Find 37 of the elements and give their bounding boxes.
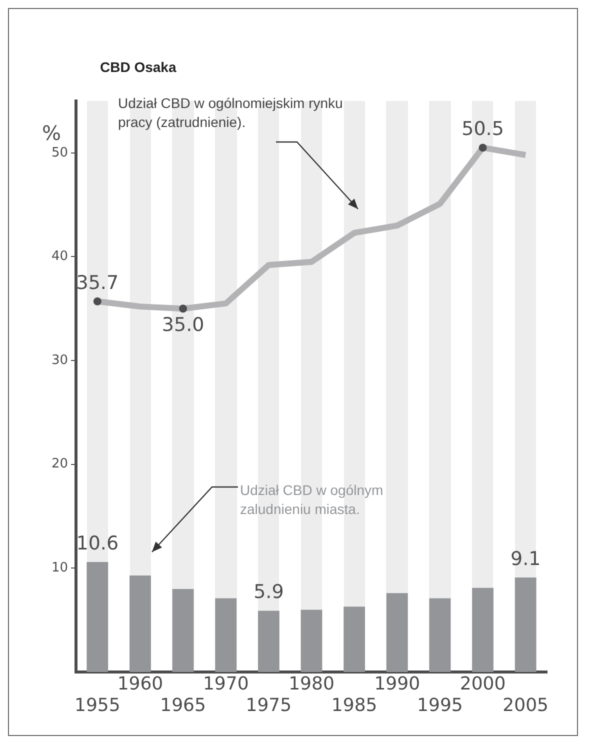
text: Udział CBD w ogólnomiejskim rynku pracy (zatrudnienie).	[118, 95, 343, 130]
x-tick-label: 1995	[417, 695, 463, 716]
bar	[300, 610, 322, 672]
data-label: 35.7	[76, 272, 119, 294]
x-tick-label: 1985	[331, 695, 378, 716]
data-label: 35.0	[162, 314, 204, 336]
y-tick-label: 10	[51, 560, 68, 576]
x-tick-label: 1990	[374, 673, 420, 694]
bar	[172, 588, 194, 672]
bar	[130, 575, 151, 672]
x-tick-label: 2005	[502, 695, 548, 716]
bar	[215, 598, 237, 672]
y-axis-title: %	[42, 121, 62, 145]
bar	[258, 610, 280, 672]
data-label: 10.6	[76, 532, 119, 554]
bar	[386, 593, 408, 672]
x-tick-label: 2000	[460, 673, 506, 694]
y-tick-label: 30	[51, 352, 68, 368]
bar	[514, 578, 536, 672]
data-label: 5.9	[254, 581, 284, 604]
x-tick-label: 1970	[202, 673, 249, 694]
data-label: 9.1	[510, 548, 541, 570]
x-tick-label: 1955	[74, 695, 120, 716]
x-tick-label: 1965	[160, 695, 206, 716]
x-tick-label: 1980	[288, 673, 334, 694]
data-label: 50.5	[462, 118, 504, 140]
bar	[86, 562, 108, 672]
bar	[472, 588, 494, 672]
x-tick-label: 1975	[246, 695, 292, 716]
y-tick-label: 50	[51, 145, 68, 160]
chart-title: CBD Osaka	[100, 59, 176, 75]
y-tick-label: 20	[51, 456, 68, 472]
bar	[344, 606, 366, 672]
y-tick-label: 40	[51, 249, 68, 264]
text: Udział CBD w ogólnym zaludnieniu miasta.	[240, 482, 384, 517]
x-tick-label: 1960	[117, 673, 164, 694]
bar	[429, 598, 451, 672]
